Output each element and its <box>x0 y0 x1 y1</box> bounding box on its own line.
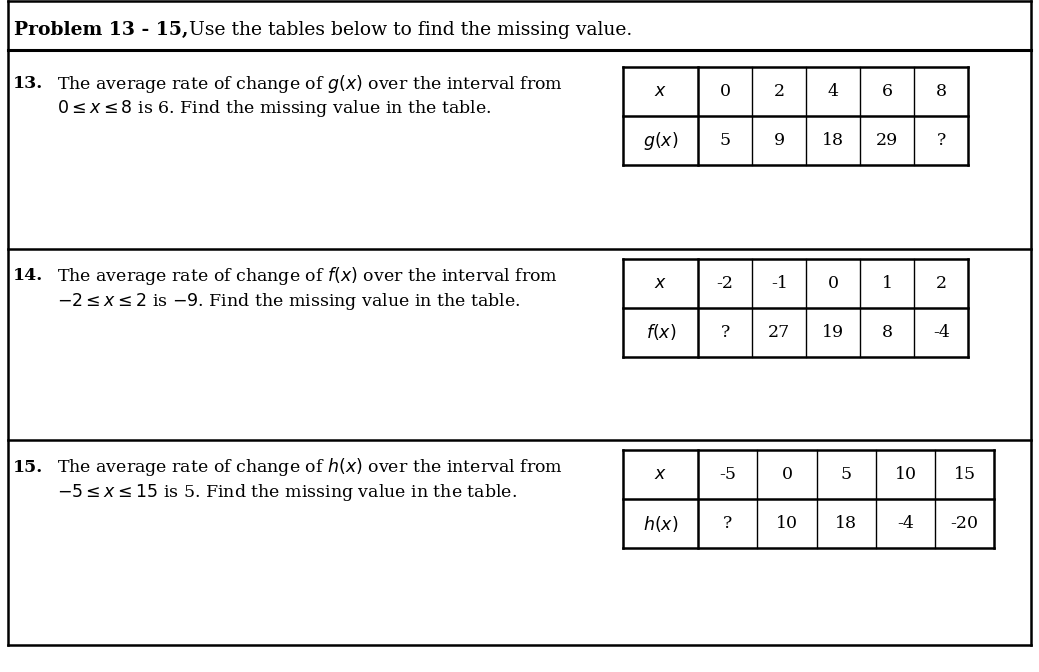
Text: 19: 19 <box>822 324 845 341</box>
Text: 2: 2 <box>936 275 947 292</box>
Text: 13.: 13. <box>12 75 43 93</box>
Text: 6: 6 <box>882 83 893 100</box>
Text: -1: -1 <box>771 275 788 292</box>
Text: -20: -20 <box>951 515 979 532</box>
Text: -2: -2 <box>717 275 734 292</box>
Text: The average rate of change of $g(x)$ over the interval from: The average rate of change of $g(x)$ ove… <box>57 73 563 95</box>
Text: Use the tables below to find the missing value.: Use the tables below to find the missing… <box>177 22 632 39</box>
Text: -4: -4 <box>897 515 914 532</box>
Text: 8: 8 <box>936 83 947 100</box>
Text: Problem 13 - 15,: Problem 13 - 15, <box>14 22 188 39</box>
Text: 15: 15 <box>954 466 976 483</box>
Text: $-5 \leq x \leq 15$ is 5. Find the missing value in the table.: $-5 \leq x \leq 15$ is 5. Find the missi… <box>57 482 517 503</box>
Text: $x$: $x$ <box>655 275 667 292</box>
Text: 0: 0 <box>720 83 730 100</box>
Text: 9: 9 <box>774 132 784 149</box>
Text: 10: 10 <box>776 515 798 532</box>
Text: The average rate of change of $f(x)$ over the interval from: The average rate of change of $f(x)$ ove… <box>57 265 558 286</box>
Text: $g(x)$: $g(x)$ <box>643 130 678 152</box>
Text: 5: 5 <box>720 132 730 149</box>
Text: $x$: $x$ <box>655 83 667 100</box>
Text: -5: -5 <box>719 466 737 483</box>
Text: 4: 4 <box>828 83 838 100</box>
Text: 0: 0 <box>781 466 793 483</box>
Text: 14.: 14. <box>12 267 43 284</box>
Text: 2: 2 <box>774 83 784 100</box>
Text: $x$: $x$ <box>655 466 667 483</box>
Text: 8: 8 <box>882 324 893 341</box>
Text: 10: 10 <box>895 466 916 483</box>
Text: 29: 29 <box>876 132 899 149</box>
Text: 1: 1 <box>882 275 893 292</box>
Text: ?: ? <box>723 515 732 532</box>
Text: $f(x)$: $f(x)$ <box>645 323 676 342</box>
Text: $0 \leq x \leq 8$ is 6. Find the missing value in the table.: $0 \leq x \leq 8$ is 6. Find the missing… <box>57 98 491 120</box>
Text: The average rate of change of $h(x)$ over the interval from: The average rate of change of $h(x)$ ove… <box>57 456 563 478</box>
Text: -4: -4 <box>933 324 950 341</box>
Text: 15.: 15. <box>12 458 43 476</box>
Text: ?: ? <box>937 132 945 149</box>
Text: 0: 0 <box>828 275 838 292</box>
Text: 18: 18 <box>822 132 845 149</box>
Text: ?: ? <box>721 324 729 341</box>
Text: $-2 \leq x \leq 2$ is $-9$. Find the missing value in the table.: $-2 \leq x \leq 2$ is $-9$. Find the mis… <box>57 290 521 312</box>
Text: 27: 27 <box>768 324 791 341</box>
Text: 18: 18 <box>835 515 857 532</box>
Text: $h(x)$: $h(x)$ <box>643 514 678 534</box>
Text: 5: 5 <box>841 466 852 483</box>
